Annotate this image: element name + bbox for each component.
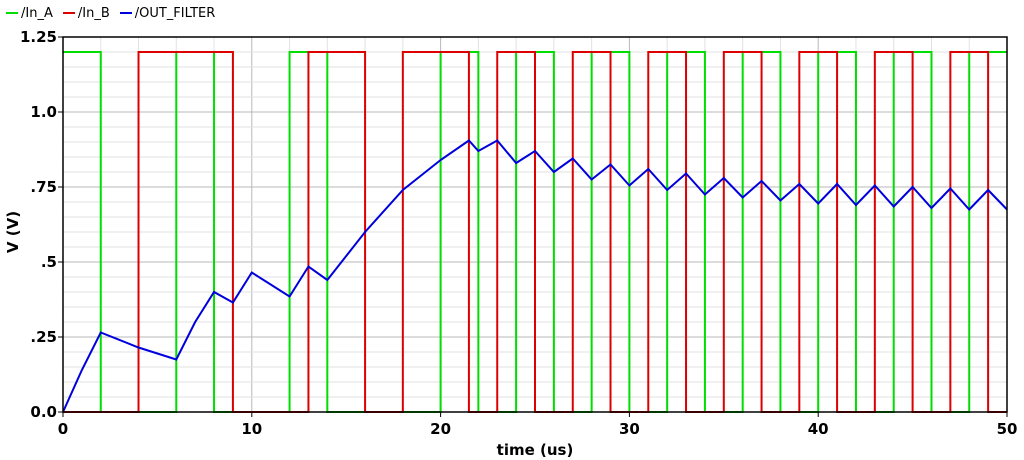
y-tick-label: 0.0	[30, 403, 57, 421]
x-tick-label: 40	[808, 420, 829, 438]
y-axis-title: V (V)	[4, 211, 22, 253]
legend-item-in-a[interactable]: /In_A	[6, 6, 53, 21]
plot-frame	[62, 36, 1008, 413]
x-tick-label: 30	[619, 420, 640, 438]
y-tick-label: .75	[30, 178, 57, 196]
legend-label-in-a: /In_A	[21, 5, 53, 21]
legend-item-in-b[interactable]: /In_B	[62, 5, 110, 21]
x-axis-title: time (us)	[497, 441, 574, 459]
legend-label-out-filter: /OUT_FILTER	[134, 5, 216, 21]
x-tick-label: 50	[997, 420, 1018, 438]
legend: /In_A /In_B /OUT_FILTER	[6, 3, 215, 23]
legend-item-out-filter[interactable]: /OUT_FILTER	[119, 5, 216, 21]
y-tick-label: .5	[41, 253, 57, 271]
x-tick-label: 20	[430, 420, 451, 438]
legend-swatch-in-a	[6, 12, 18, 14]
legend-swatch-out-filter	[119, 12, 132, 14]
y-tick-label: 1.0	[30, 103, 57, 121]
x-tick-label: 10	[241, 420, 262, 438]
legend-swatch-in-b	[62, 12, 75, 14]
y-tick-label: 1.25	[20, 28, 57, 46]
series-line-out-filter	[62, 139, 1008, 413]
y-tick-label: .25	[30, 328, 57, 346]
legend-label-in-b: /In_B	[77, 5, 110, 21]
ticks: 0 10 20 30 40 50 0.0 .25 .5 .75 1.0 1.25	[20, 28, 1017, 438]
x-tick-label: 0	[58, 420, 68, 438]
